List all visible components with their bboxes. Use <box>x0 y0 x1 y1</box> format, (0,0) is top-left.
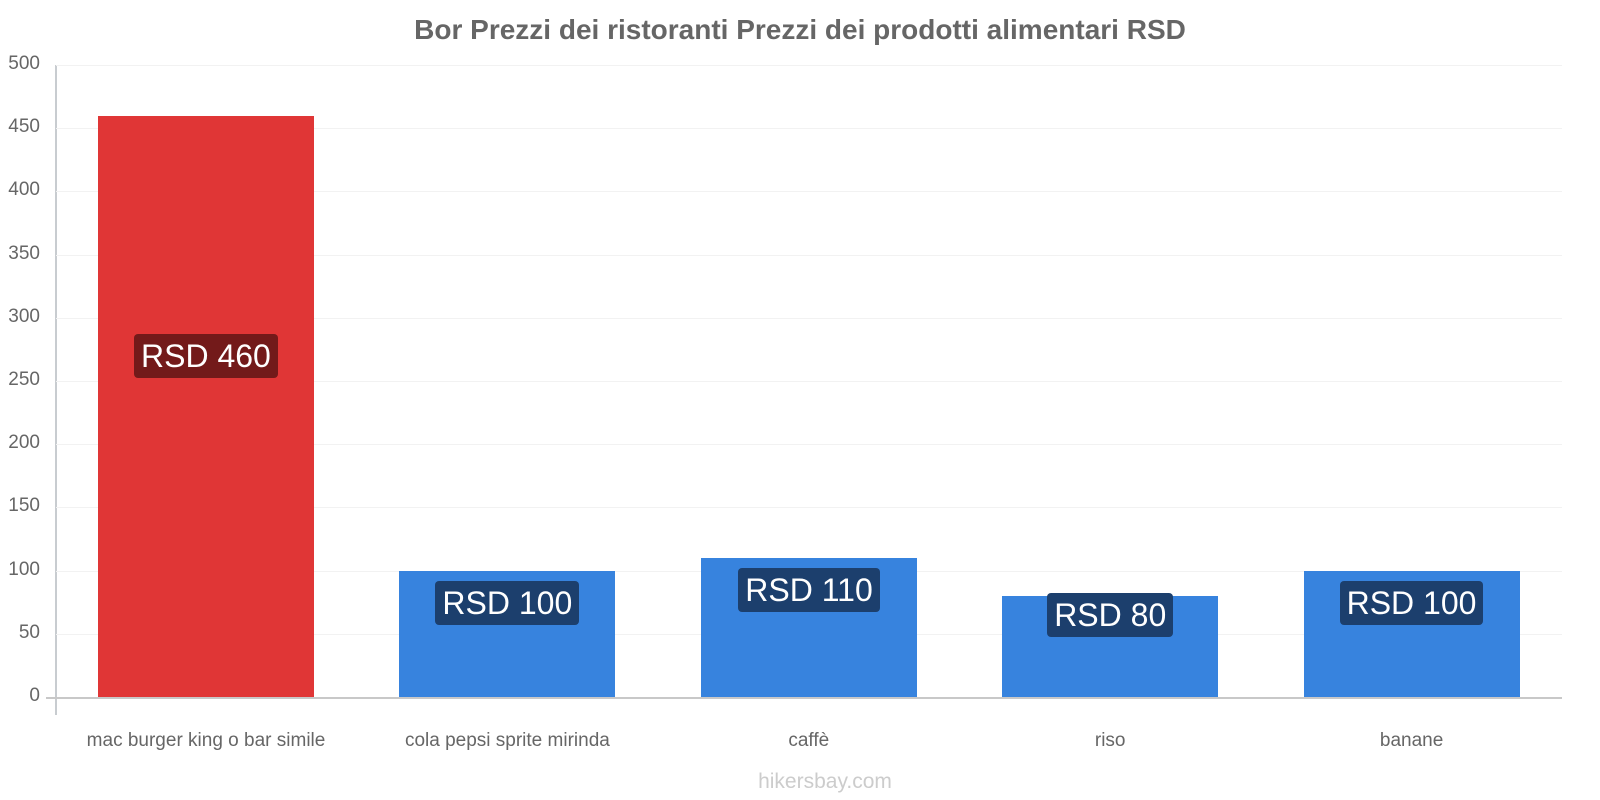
x-axis-line <box>46 697 1562 699</box>
gridline <box>56 128 1562 130</box>
y-tick-label: 0 <box>29 685 40 706</box>
x-tick-label: riso <box>1094 730 1126 751</box>
y-tick-label: 50 <box>18 621 40 643</box>
gridline <box>56 507 1562 509</box>
chart-title: Bor Prezzi dei ristoranti Prezzi dei pro… <box>414 14 1186 45</box>
y-tick-label: 200 <box>8 432 40 454</box>
y-tick-label: 100 <box>8 558 40 580</box>
x-tick-label: cola pepsi sprite mirinda <box>404 730 610 751</box>
y-tick-label: 400 <box>8 179 40 201</box>
gridline <box>56 191 1562 193</box>
y-tick-label: 500 <box>8 53 40 74</box>
y-tick-label: 300 <box>8 305 40 327</box>
data-label: RSD 80 <box>1047 592 1174 637</box>
gridline <box>56 254 1562 256</box>
y-tick-label: 250 <box>8 369 40 390</box>
x-tick-label: mac burger king o bar simile <box>86 730 326 751</box>
data-label: RSD 100 <box>1339 580 1484 625</box>
x-tick-label: caffè <box>788 730 830 751</box>
gridline <box>56 444 1562 446</box>
gridline <box>56 317 1562 319</box>
bar-1[interactable] <box>98 115 314 697</box>
data-label: RSD 110 <box>738 567 880 612</box>
watermark: hikersbay.com <box>758 770 892 793</box>
gridline <box>56 65 1562 66</box>
y-tick-label: 350 <box>8 242 40 264</box>
x-tick-label: banane <box>1379 730 1444 751</box>
gridline <box>56 381 1562 382</box>
y-tick-label: 150 <box>8 495 40 517</box>
y-tick-label: 450 <box>8 116 40 138</box>
y-axis-line <box>55 65 57 715</box>
data-label: RSD 460 <box>134 334 278 379</box>
data-label: RSD 100 <box>435 580 580 625</box>
